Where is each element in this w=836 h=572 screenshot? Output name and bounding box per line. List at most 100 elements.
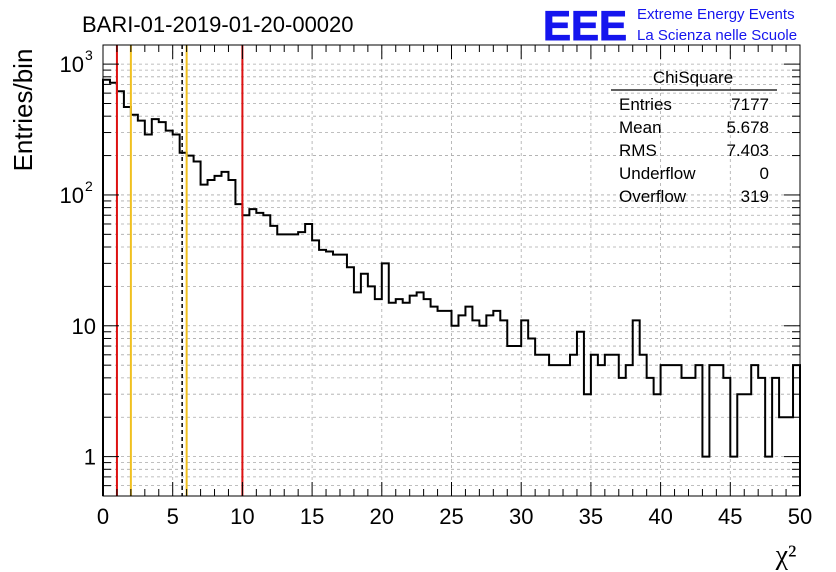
x-tick-label: 50 bbox=[788, 504, 812, 529]
histogram-bin bbox=[431, 307, 438, 496]
x-tick-label: 30 bbox=[509, 504, 533, 529]
x-tick-label: 40 bbox=[648, 504, 672, 529]
y-tick-exponent: 2 bbox=[85, 178, 93, 194]
histogram-bin bbox=[312, 240, 319, 496]
histogram-bin bbox=[110, 83, 117, 496]
histogram-bin bbox=[326, 251, 333, 496]
histogram-bin bbox=[305, 224, 312, 496]
histogram-bin bbox=[570, 355, 577, 496]
histogram-bin bbox=[682, 378, 689, 496]
histogram-bin bbox=[668, 365, 675, 496]
histogram-bars bbox=[102, 78, 801, 496]
histogram-bin bbox=[723, 378, 730, 496]
histogram-bin bbox=[145, 134, 152, 496]
histogram-bin bbox=[507, 346, 514, 496]
y-tick-label: 10 bbox=[72, 314, 96, 339]
histogram-bin bbox=[577, 332, 584, 496]
histogram-bin bbox=[598, 365, 605, 496]
stats-label-entries: Entries bbox=[619, 95, 672, 114]
histogram-bin bbox=[235, 204, 242, 496]
histogram-bin bbox=[661, 365, 668, 496]
histogram-bin bbox=[194, 162, 201, 496]
stats-title: ChiSquare bbox=[653, 68, 733, 87]
stats-value-entries: 7177 bbox=[731, 95, 769, 114]
histogram-bin bbox=[249, 209, 256, 496]
histogram-bin bbox=[180, 153, 187, 496]
histogram-bin bbox=[716, 365, 723, 496]
histogram-bin bbox=[640, 355, 647, 496]
histogram-bin bbox=[166, 131, 173, 496]
histogram-bin bbox=[396, 299, 403, 496]
histogram-bin bbox=[514, 346, 521, 496]
x-tick-label: 0 bbox=[97, 504, 109, 529]
histogram-bin bbox=[695, 365, 702, 496]
run-title: BARI-01-2019-01-20-00020 bbox=[82, 12, 354, 37]
histogram-bin bbox=[103, 80, 110, 496]
histogram-bin bbox=[744, 394, 751, 496]
histogram-bin bbox=[619, 378, 626, 496]
y-tick-exponent: 3 bbox=[85, 47, 93, 63]
eee-logo: EEE bbox=[543, 2, 627, 49]
histogram-bin bbox=[131, 115, 138, 496]
reference-lines bbox=[115, 45, 244, 496]
histogram-bin bbox=[368, 286, 375, 496]
histogram-bin bbox=[117, 91, 124, 496]
histogram-outline bbox=[102, 78, 801, 496]
x-axis-label: χ² bbox=[775, 540, 797, 571]
histogram-bin bbox=[479, 326, 486, 496]
histogram-bin bbox=[793, 365, 800, 496]
histogram-bin bbox=[688, 378, 695, 496]
x-tick-label: 45 bbox=[718, 504, 742, 529]
histogram-bin bbox=[535, 355, 542, 496]
histogram-bin bbox=[709, 365, 716, 496]
histogram-bin bbox=[152, 119, 159, 496]
x-tick-label: 5 bbox=[167, 504, 179, 529]
grid-lines bbox=[102, 45, 801, 497]
histogram-bin bbox=[201, 185, 208, 496]
histogram-bin bbox=[124, 107, 131, 496]
logo-line-1: Extreme Energy Events bbox=[637, 6, 795, 23]
histogram-bin bbox=[242, 215, 249, 496]
y-tick-label: 10 bbox=[60, 183, 84, 208]
stats-label-underflow: Underflow bbox=[619, 164, 696, 183]
histogram-bin bbox=[270, 226, 277, 496]
histogram-bin bbox=[159, 122, 166, 496]
histogram-bin bbox=[375, 299, 382, 496]
y-axis-label: Entries/bin bbox=[8, 49, 38, 172]
histogram-bin bbox=[542, 355, 549, 496]
histogram-bin bbox=[228, 180, 235, 496]
histogram-bin bbox=[675, 365, 682, 496]
histogram-bin bbox=[263, 215, 270, 496]
histogram-bin bbox=[333, 255, 340, 496]
histogram-bin bbox=[340, 255, 347, 496]
x-tick-label: 25 bbox=[439, 504, 463, 529]
stats-label-overflow: Overflow bbox=[619, 187, 687, 206]
stats-box: ChiSquare Entries 7177 Mean 5.678 RMS 7.… bbox=[611, 68, 777, 206]
histogram-bin bbox=[654, 394, 661, 496]
histogram-bin bbox=[751, 365, 758, 496]
histogram-bin bbox=[549, 365, 556, 496]
histogram-bin bbox=[382, 263, 389, 496]
histogram-bin bbox=[173, 134, 180, 496]
y-tick-label: 10 bbox=[60, 52, 84, 77]
histogram-bin bbox=[138, 121, 145, 496]
histogram-bin bbox=[347, 267, 354, 496]
histogram-bin bbox=[612, 355, 619, 496]
logo-line-2: La Scienza nelle Scuole bbox=[637, 27, 797, 44]
histogram-bin bbox=[556, 365, 563, 496]
histogram-bin bbox=[591, 355, 598, 496]
y-tick-label: 1 bbox=[84, 445, 96, 470]
histogram-bin bbox=[452, 326, 459, 496]
x-tick-label: 35 bbox=[579, 504, 603, 529]
stats-label-mean: Mean bbox=[619, 118, 662, 137]
histogram-bin bbox=[319, 250, 326, 496]
stats-value-underflow: 0 bbox=[760, 164, 769, 183]
histogram-bin bbox=[465, 307, 472, 496]
stats-label-rms: RMS bbox=[619, 141, 657, 160]
x-tick-label: 10 bbox=[230, 504, 254, 529]
histogram-bin bbox=[221, 172, 228, 496]
histogram-bin bbox=[208, 180, 215, 496]
histogram-bin bbox=[758, 378, 765, 496]
